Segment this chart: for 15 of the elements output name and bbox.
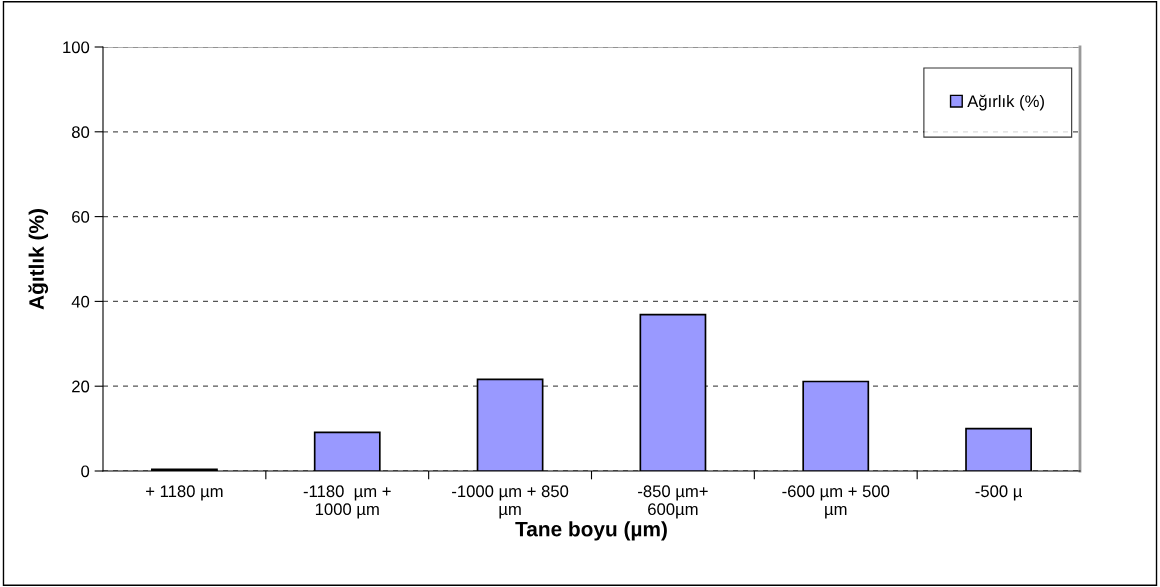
y-tick-label: 80 — [71, 126, 90, 138]
y-axis-title: Ağıtlık (%) — [28, 209, 49, 310]
x-tick-label: -850 µm+ 600µm — [638, 485, 708, 519]
x-tick-label: + 1180 µm — [146, 485, 223, 501]
x-tick-label: -600 µm + 500 µm — [782, 485, 890, 519]
x-tick-label: -1180 µm + 1000 µm — [303, 485, 391, 519]
y-tick-label: 60 — [72, 211, 90, 223]
x-tick-label: -500 µ — [975, 485, 1022, 501]
y-tick-label: 100 — [63, 41, 90, 54]
y-tick-label: 20 — [72, 380, 90, 393]
y-tick-label: 40 — [71, 295, 90, 308]
x-tick-label: -1000 µm + 850 µm — [452, 485, 569, 519]
y-tick-label: 0 — [81, 465, 90, 478]
legend-label: Ağırlık (%) — [967, 94, 1044, 111]
x-axis-title: Tane boyu (µm) — [515, 521, 667, 541]
